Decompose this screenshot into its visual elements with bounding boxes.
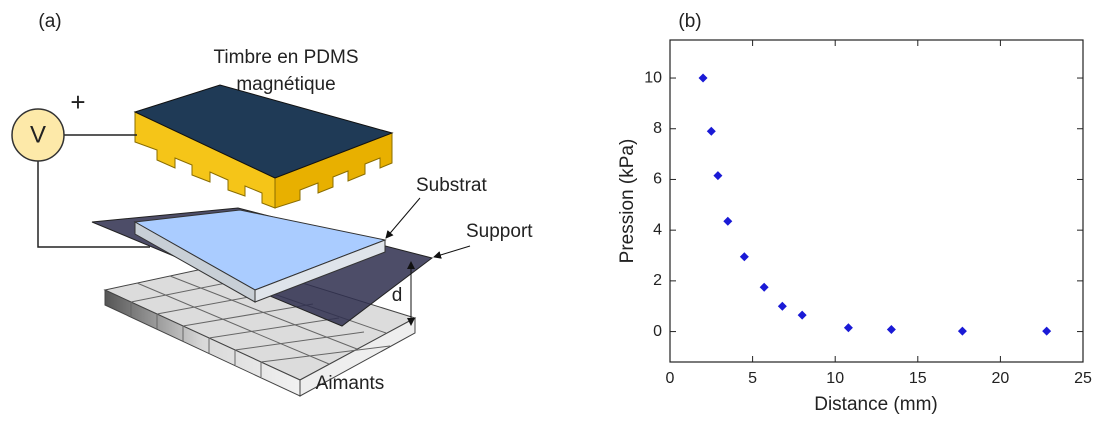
magnets-label: Aimants <box>316 373 385 394</box>
x-tick-label: 15 <box>909 370 927 387</box>
substrate-side <box>254 239 386 303</box>
x-tick-label: 5 <box>748 370 757 387</box>
point <box>759 282 769 292</box>
point <box>698 73 708 83</box>
voltage-label: V <box>30 121 46 148</box>
point <box>739 252 749 262</box>
pointer <box>433 245 471 259</box>
y-axis-label: Pression (kPa) <box>617 139 638 264</box>
voltage-source <box>11 108 65 162</box>
y-tick-label: 2 <box>653 272 662 289</box>
panel-label: (a) <box>38 11 61 32</box>
diagram: (a) Timbre en PDMS magnétique V + Substr… <box>11 11 533 397</box>
point <box>843 323 853 333</box>
x-tick-label: 20 <box>992 370 1010 387</box>
point <box>957 326 967 336</box>
y-tick-label: 10 <box>644 69 662 86</box>
wire <box>37 161 150 248</box>
plot-frame <box>669 39 1084 363</box>
magnets-side <box>299 317 416 397</box>
distance-label: d <box>392 285 403 306</box>
stamp-label: magnétique <box>236 74 335 95</box>
stamp-side <box>274 132 393 209</box>
point <box>886 325 896 335</box>
chart: (b) Distance (mm) Pression (kPa) 0 2 4 6 8 10… <box>617 11 1092 415</box>
y-tick-label: 6 <box>653 171 662 188</box>
point <box>777 301 787 311</box>
y-tick-label: 4 <box>653 221 662 238</box>
y-tick-label: 0 <box>653 323 662 340</box>
y-tick-label: 8 <box>653 120 662 137</box>
panel-label: (b) <box>678 11 701 32</box>
point <box>797 310 807 320</box>
point <box>723 216 733 226</box>
x-tick-label: 10 <box>826 370 844 387</box>
polarity-label: + <box>70 87 85 117</box>
point <box>706 126 716 136</box>
pointer <box>385 197 421 239</box>
stamp-label: Timbre en PDMS <box>214 47 359 68</box>
stamp-top <box>133 84 394 179</box>
substrate-label: Substrat <box>416 175 487 196</box>
stamp-side <box>134 111 276 209</box>
x-tick-label: 0 <box>666 370 675 387</box>
support-label: Support <box>466 221 533 242</box>
x-tick-label: 25 <box>1074 370 1092 387</box>
x-axis-label: Distance (mm) <box>814 394 938 415</box>
point <box>1042 326 1052 336</box>
point <box>713 171 723 181</box>
